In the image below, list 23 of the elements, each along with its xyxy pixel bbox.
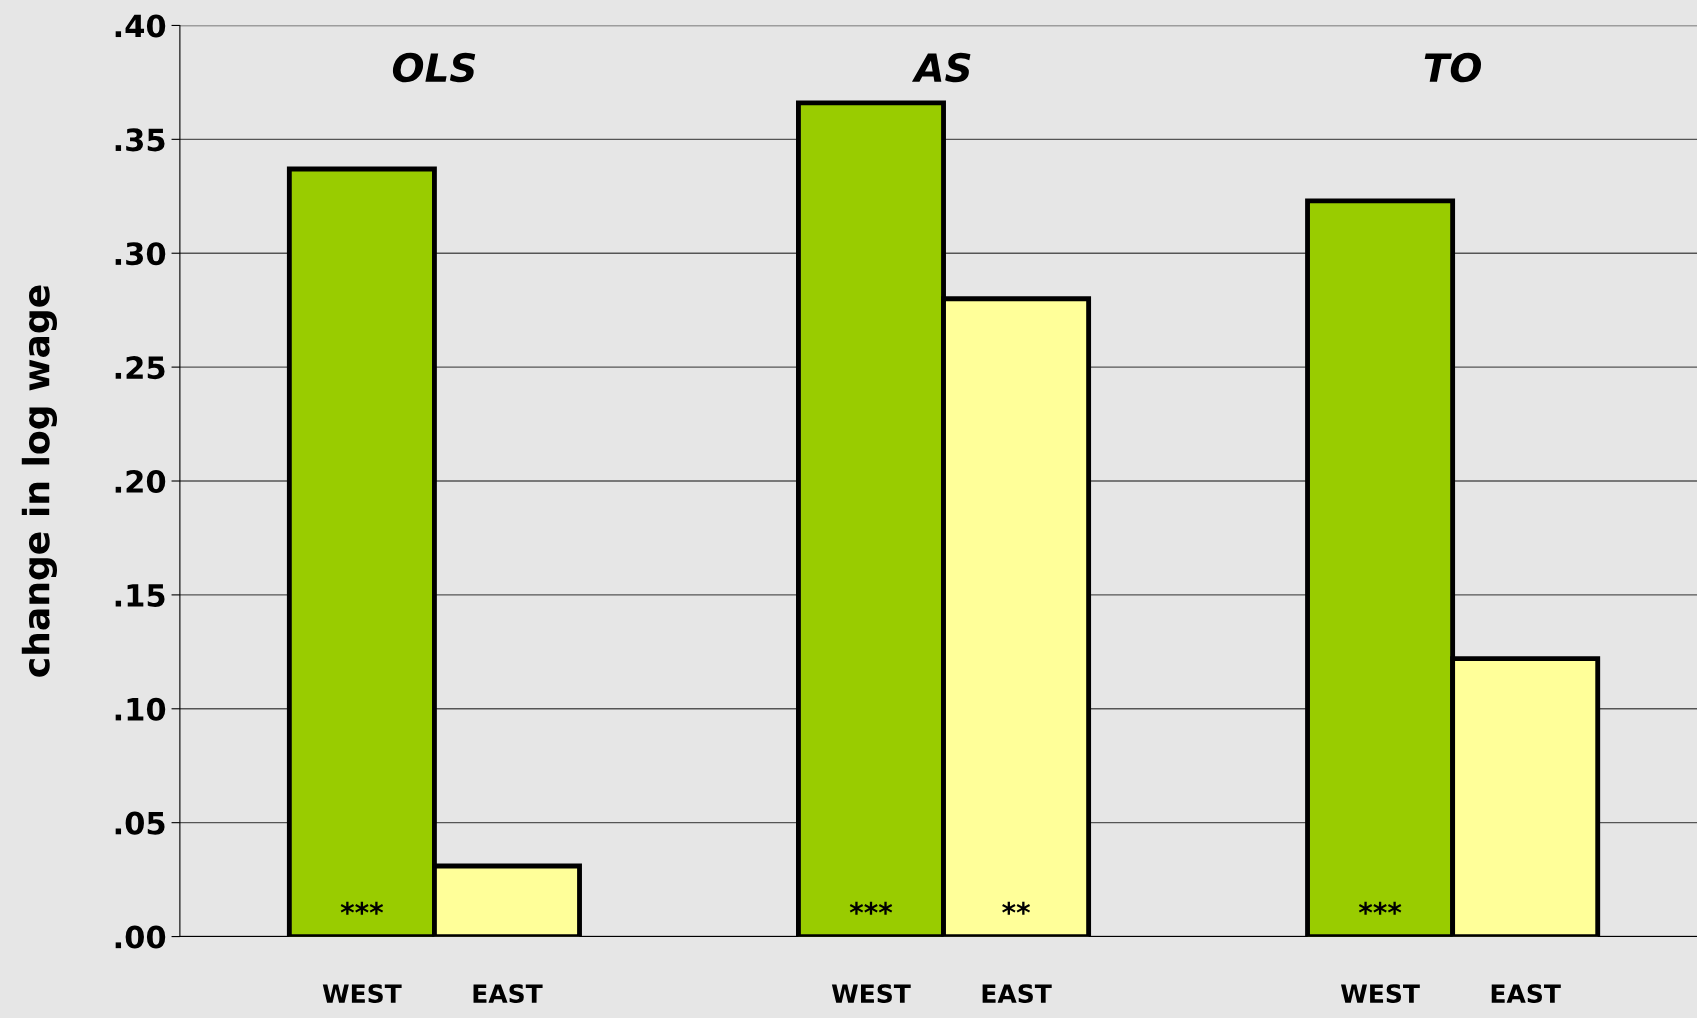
y-tick-label: .30 bbox=[115, 242, 166, 266]
y-tick-label: .25 bbox=[115, 356, 165, 380]
x-tick-label: AS bbox=[911, 52, 971, 83]
y-tick-label: .10 bbox=[115, 697, 166, 721]
y-tick-label: .20 bbox=[115, 469, 166, 494]
y-axis-title: change in log wage bbox=[21, 285, 58, 677]
y-tick-label: .15 bbox=[115, 584, 165, 607]
text: WEST bbox=[1340, 984, 1420, 1004]
data-label: *** bbox=[340, 901, 384, 915]
y-tick-label: .35 bbox=[115, 128, 165, 152]
data-label: ** bbox=[1002, 901, 1031, 915]
x-tick-label: TO bbox=[1424, 52, 1482, 83]
x-tick-label: OLS bbox=[392, 52, 476, 83]
y-tick-label: .05 bbox=[115, 811, 165, 835]
text: EAST bbox=[1491, 984, 1561, 1004]
y-tick-label: .00 bbox=[115, 925, 166, 949]
series-label: WEST bbox=[322, 984, 402, 1004]
data-label: *** bbox=[1358, 901, 1402, 915]
data-label: *** bbox=[849, 901, 893, 915]
y-tick-label: .40 bbox=[115, 14, 166, 38]
text: EAST bbox=[982, 984, 1052, 1004]
series-label: EAST bbox=[473, 984, 543, 1004]
text: WEST bbox=[831, 984, 911, 1004]
